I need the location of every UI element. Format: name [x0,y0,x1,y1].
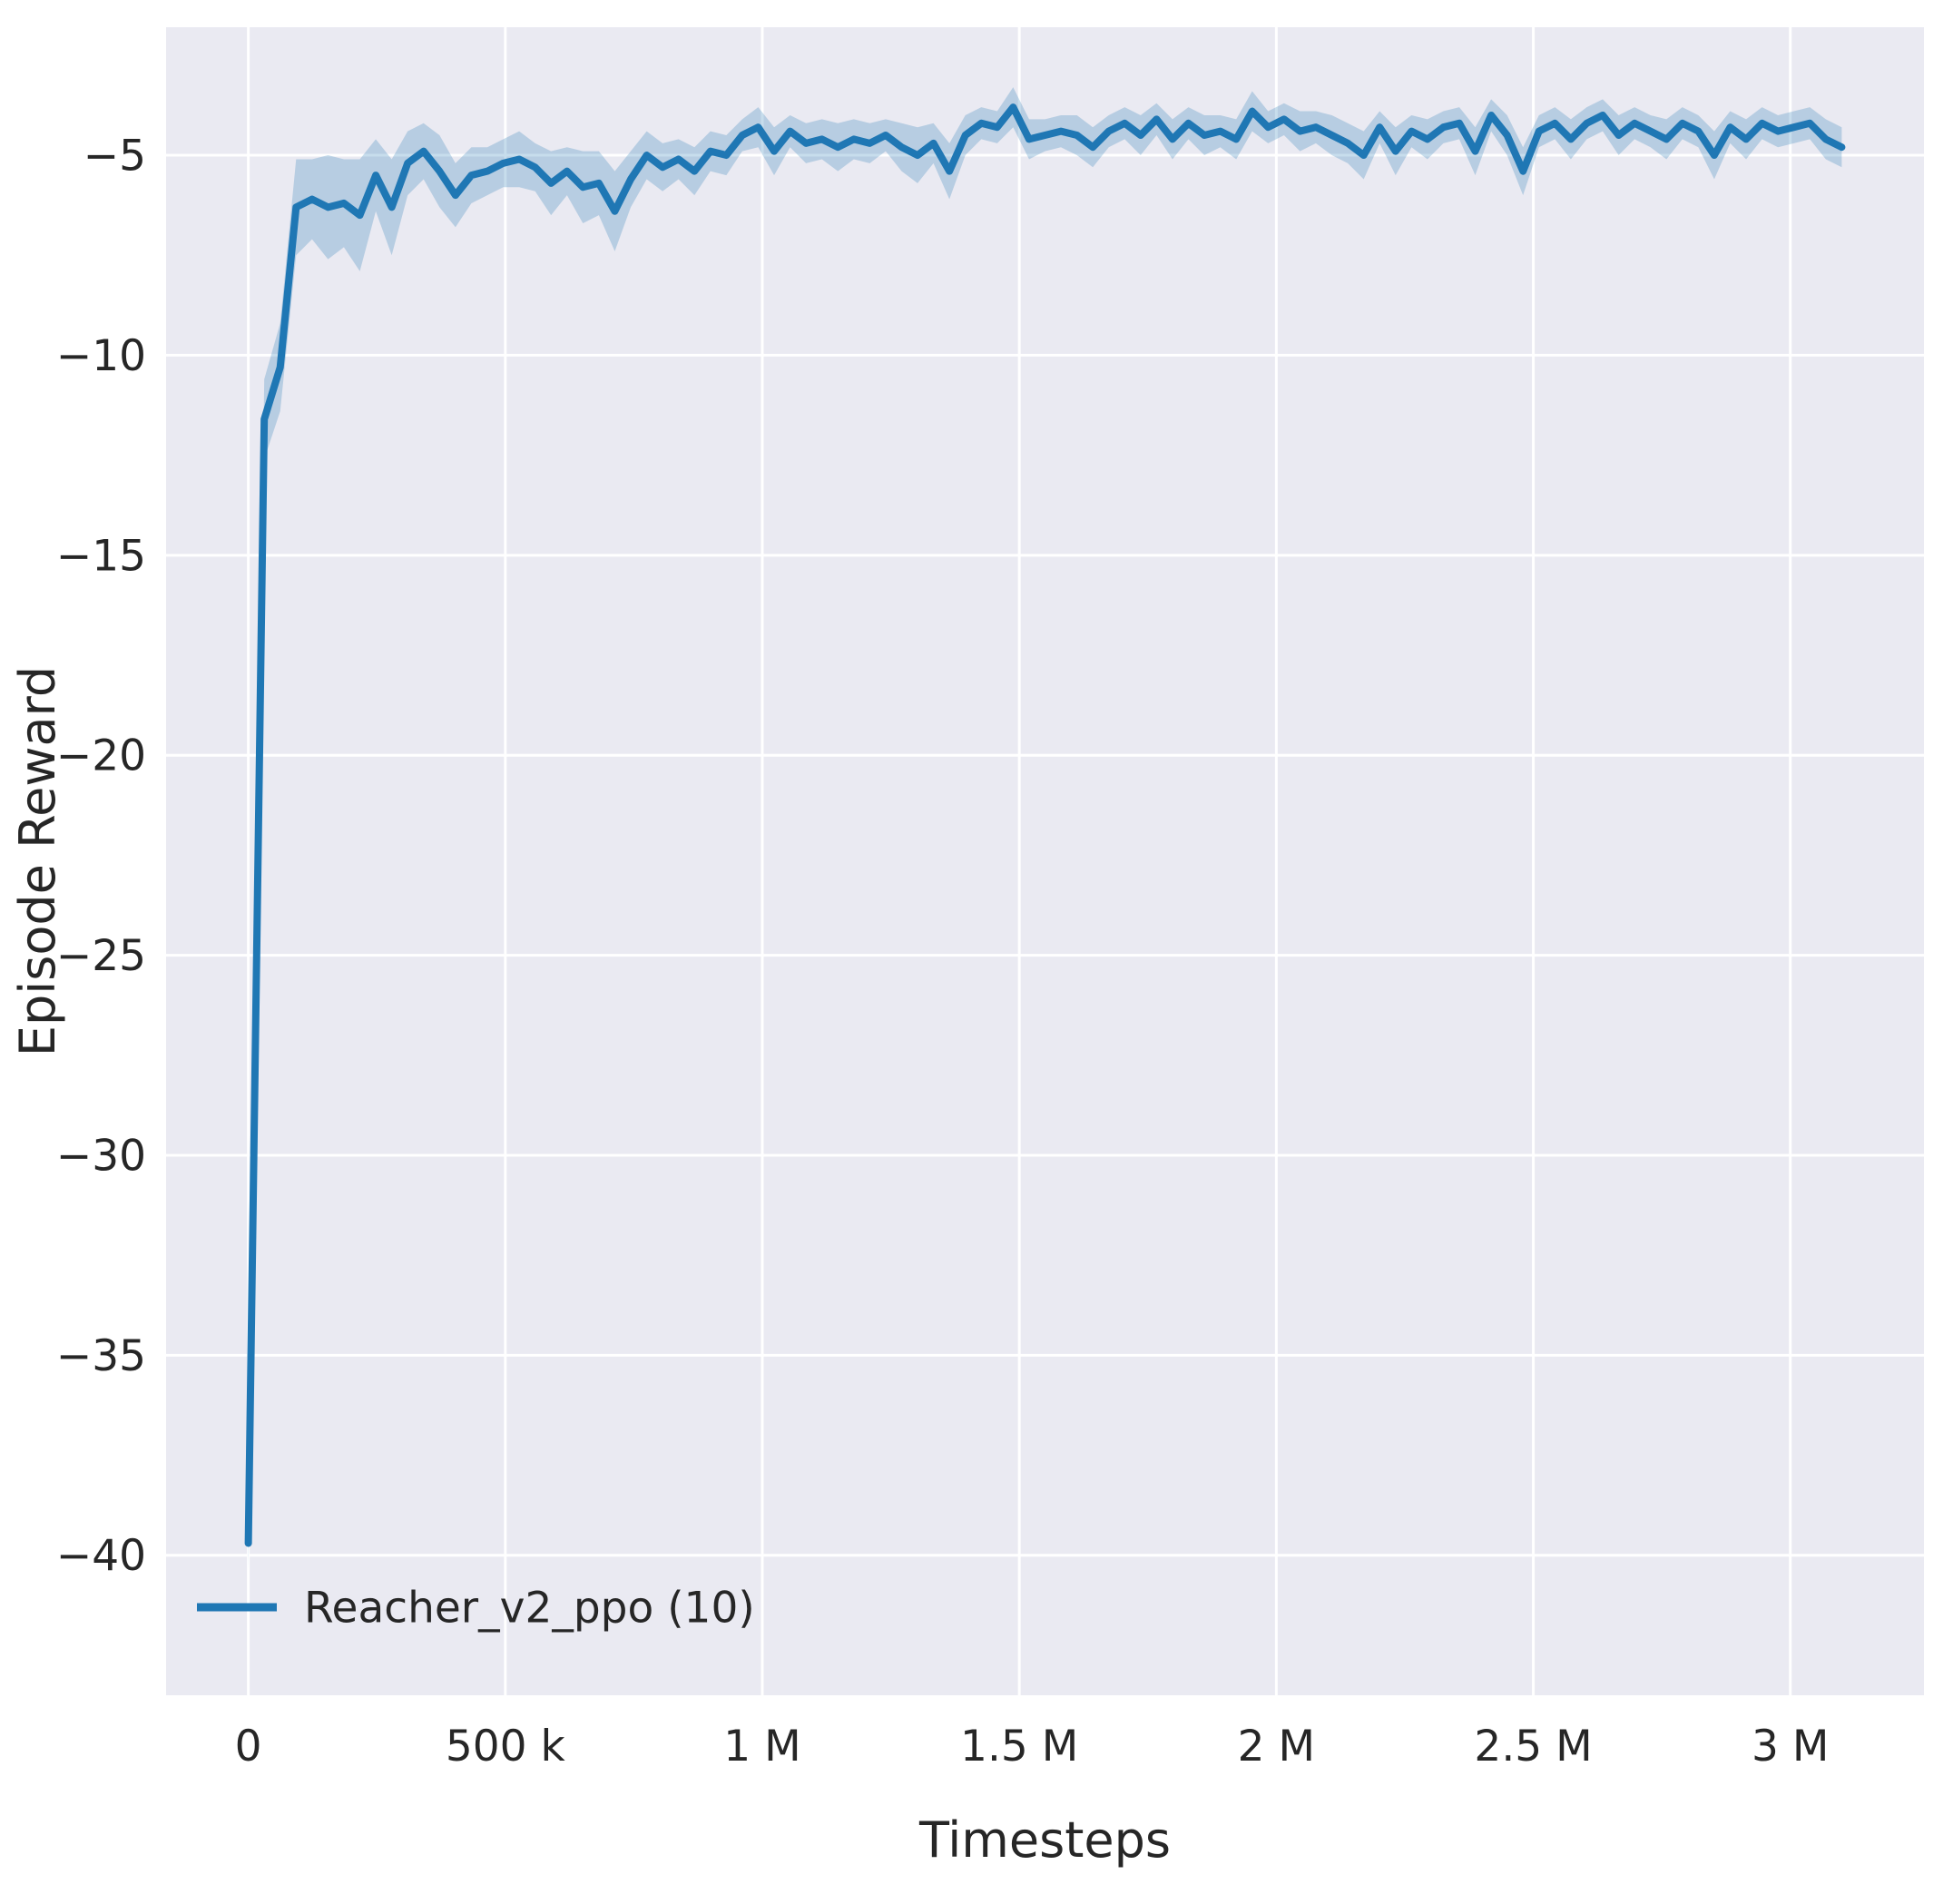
x-tick-label: 2.5 M [1474,1722,1592,1772]
x-tick-label: 3 M [1752,1722,1829,1772]
y-tick-label: −35 [56,1331,146,1381]
legend-label: Reacher_v2_ppo (10) [304,1583,755,1633]
plot-background [166,27,1924,1695]
y-tick-label: −40 [56,1531,146,1581]
legend: Reacher_v2_ppo (10) [197,1583,755,1633]
y-tick-label: −25 [56,931,146,981]
x-tick-label: 1.5 M [960,1722,1078,1772]
series-line [244,103,1846,1547]
x-tick-label: 500 k [446,1722,566,1772]
y-tick-label: −10 [56,331,146,381]
y-tick-label: −15 [56,531,146,581]
x-axis-label: Timesteps [918,1811,1171,1869]
x-tick-label: 2 M [1238,1722,1315,1772]
x-tick-label: 1 M [723,1722,800,1772]
plot-area: 0 500 k 1 M 1.5 M 2 M 2.5 M 3 M −5 −10 −15 −20 −25 −… [56,27,1924,1772]
y-tick-label: −30 [56,1131,146,1181]
x-tick-label: 0 [235,1722,262,1772]
y-axis-label: Episode Reward [9,666,66,1056]
y-tick-label: −5 [83,131,146,181]
y-tick-label: −20 [56,731,146,781]
